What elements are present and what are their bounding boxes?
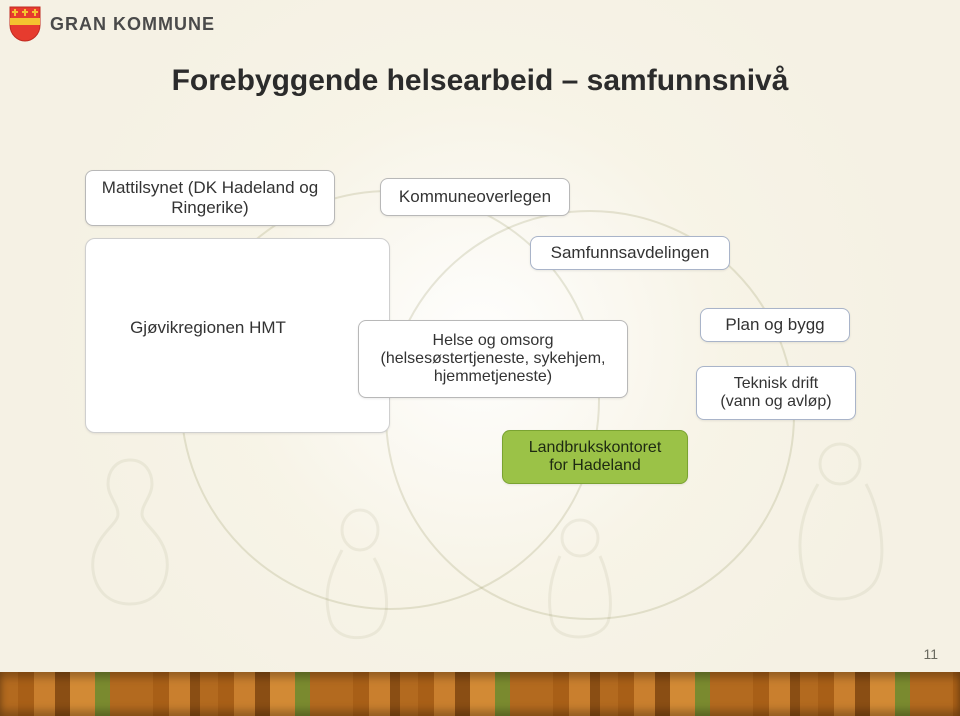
node-landbruk: Landbrukskontoret for Hadeland — [502, 430, 688, 484]
page-title: Forebyggende helsearbeid – samfunnsnivå — [0, 64, 960, 98]
node-teknisk: Teknisk drift (vann og avløp) — [696, 366, 856, 420]
node-label: Kommuneoverlegen — [399, 187, 551, 207]
page-number: 11 — [923, 646, 938, 662]
node-helse: Helse og omsorg (helsesøstertjeneste, sy… — [358, 320, 628, 398]
kommune-logo-icon — [8, 5, 42, 43]
node-label: Gjøvikregionen HMT — [130, 318, 286, 338]
header: GRAN KOMMUNE — [8, 6, 215, 42]
bg-silhouette-1 — [60, 440, 200, 640]
node-gjovik: Gjøvikregionen HMT — [118, 314, 298, 342]
node-label: Mattilsynet (DK Hadeland og Ringerike) — [102, 178, 318, 218]
node-plan: Plan og bygg — [700, 308, 850, 342]
node-label: Teknisk drift (vann og avløp) — [720, 375, 831, 411]
node-mattilsynet: Mattilsynet (DK Hadeland og Ringerike) — [85, 170, 335, 226]
footer-texture — [0, 672, 960, 716]
node-label: Plan og bygg — [725, 315, 824, 335]
node-label: Helse og omsorg (helsesøstertjeneste, sy… — [381, 332, 606, 386]
node-label: Landbrukskontoret for Hadeland — [529, 439, 662, 475]
kommune-name: GRAN KOMMUNE — [50, 14, 215, 35]
node-label: Samfunnsavdelingen — [551, 243, 710, 263]
node-samfunnsavdelingen: Samfunnsavdelingen — [530, 236, 730, 270]
node-kommuneoverlegen: Kommuneoverlegen — [380, 178, 570, 216]
